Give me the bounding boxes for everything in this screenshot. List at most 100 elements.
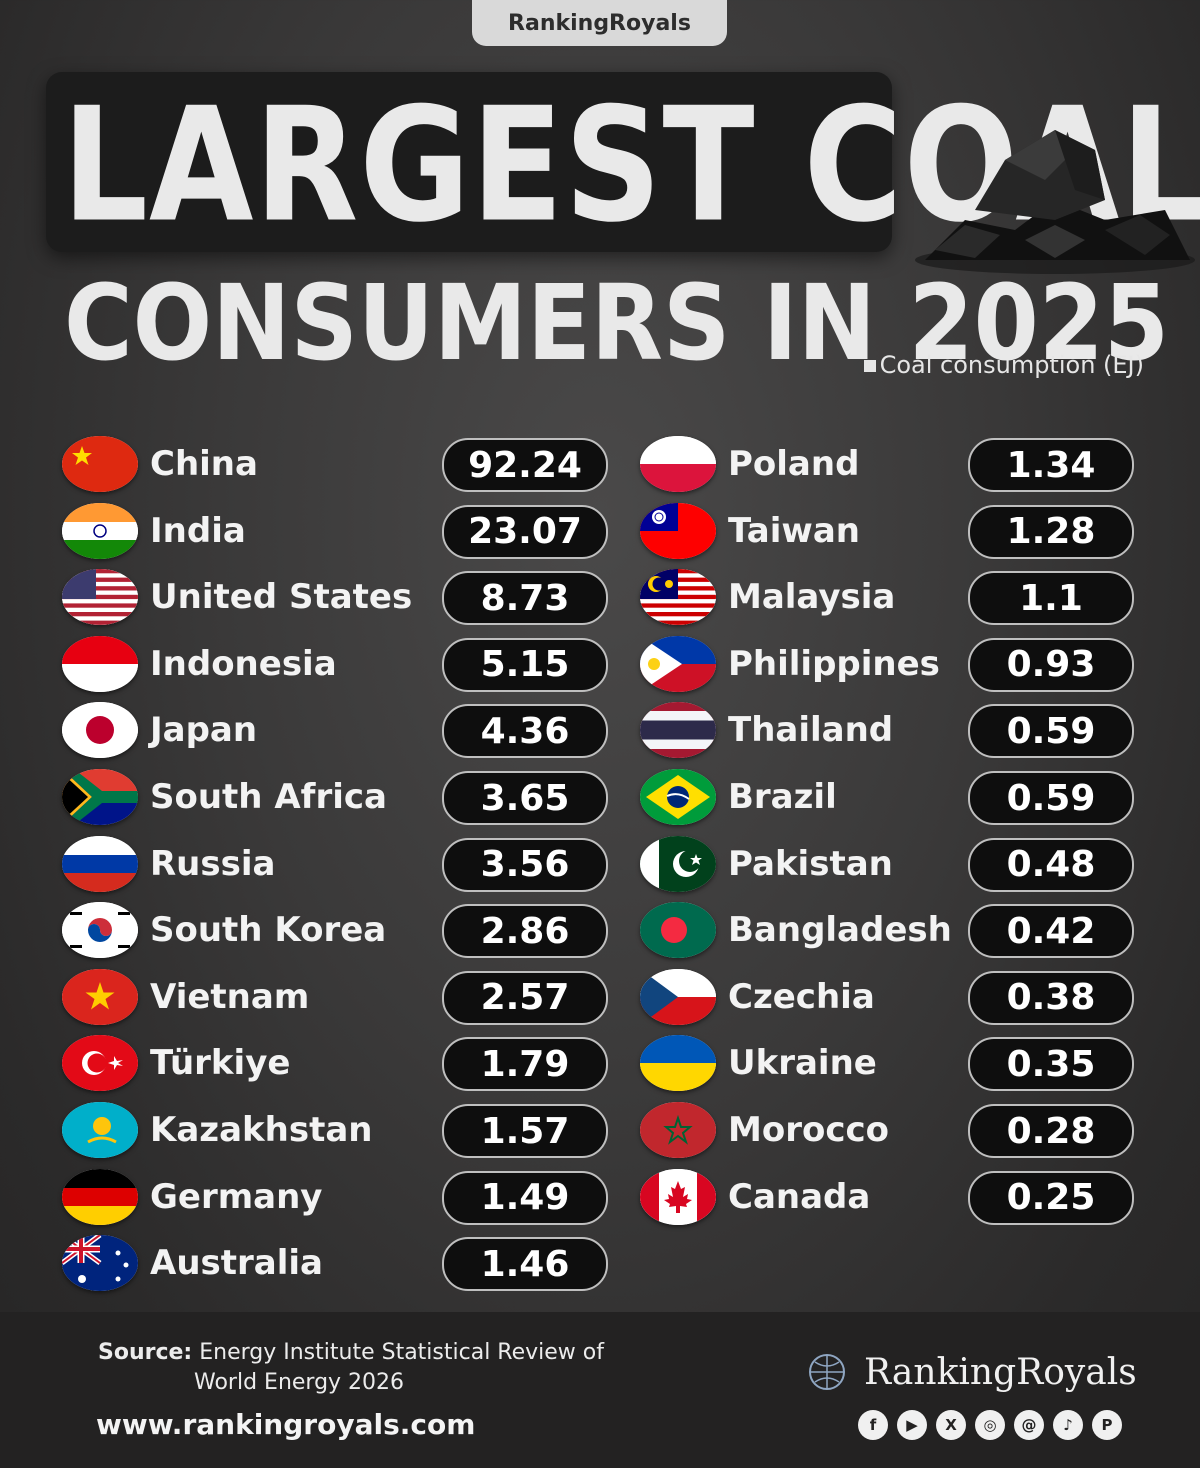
consumption-value: 0.42 [968,904,1134,959]
table-row: Kazakhstan 1.57 [62,1102,612,1162]
consumption-value: 1.34 [968,438,1134,492]
country-name: India [150,510,246,551]
consumption-value: 1.49 [442,1170,608,1225]
country-name: Türkiye [150,1043,291,1084]
germany-flag-icon [62,1168,138,1225]
table-row: China 92.24 [62,436,612,496]
table-row: Pakistan 0.48 [640,835,1138,896]
china-flag-icon [62,436,138,492]
consumption-value: 1.28 [968,504,1134,559]
south-africa-flag-icon [62,769,138,825]
kazakhstan-flag-icon [62,1102,138,1158]
consumption-value: 23.07 [442,504,608,559]
consumption-value: 1.57 [442,1104,608,1158]
consumption-value: 0.25 [968,1170,1134,1225]
table-row: South Korea 2.86 [62,902,612,962]
country-name: Poland [728,444,860,484]
country-name: Canada [728,1176,871,1217]
consumption-value: 3.65 [442,771,608,825]
table-row: Brazil 0.59 [640,769,1138,829]
country-name: Czechia [728,976,875,1017]
ukraine-flag-icon [640,1035,716,1092]
consumption-value: 0.59 [968,771,1134,825]
tiktok-icon[interactable]: ♪ [1053,1410,1083,1440]
country-name: Kazakhstan [150,1110,373,1150]
table-row: Czechia 0.38 [640,968,1138,1029]
consumption-value: 8.73 [442,571,608,626]
legend-swatch [863,360,876,372]
legend: Coal consumption (EJ) [863,350,1144,380]
brand-logo: RankingRoyals [800,1350,1137,1394]
table-row: Philippines 0.93 [640,635,1138,696]
vietnam-flag-icon [62,968,138,1025]
consumption-value: 5.15 [442,637,608,692]
czechia-flag-icon [640,968,716,1025]
country-name: Pakistan [728,843,893,884]
country-name: United States [150,577,413,618]
consumption-value: 1.46 [442,1237,608,1292]
consumption-value: 92.24 [442,438,608,492]
country-name: Thailand [728,710,894,751]
website-link[interactable]: www.rankingroyals.com [96,1408,476,1441]
consumption-value: 0.28 [968,1104,1134,1158]
philippines-flag-icon [640,635,716,692]
table-row: Thailand 0.59 [640,702,1138,762]
table-row: Poland 1.34 [640,436,1138,496]
canada-flag-icon [640,1168,716,1225]
source-text-line-1: Energy Institute Statistical Review of [199,1340,604,1365]
youtube-icon[interactable]: ▶ [897,1410,927,1440]
australia-flag-icon [62,1235,138,1292]
table-row: Indonesia 5.15 [62,635,612,696]
title-line-2: CONSUMERS IN 2025 [64,262,1169,384]
pakistan-flag-icon [640,835,716,892]
table-row: Bangladesh 0.42 [640,902,1138,962]
country-name: Australia [150,1243,323,1284]
globe-logo-icon [809,1354,845,1390]
source-label: Source: [98,1340,193,1365]
indonesia-flag-icon [62,635,138,692]
country-name: Vietnam [150,976,310,1017]
instagram-icon[interactable]: ◎ [975,1410,1005,1440]
consumption-value: 2.57 [442,970,608,1025]
turkiye-flag-icon [62,1035,138,1092]
table-row: Japan 4.36 [62,702,612,762]
title-box [46,72,892,252]
title-line-1: LARGEST COAL [62,74,1200,258]
logo-text: RankingRoyals [864,1351,1137,1393]
table-row: Malaysia 1.1 [640,569,1138,629]
table-row: Vietnam 2.57 [62,968,612,1029]
russia-flag-icon [62,835,138,892]
malaysia-flag-icon [640,569,716,626]
table-row: Ukraine 0.35 [640,1035,1138,1095]
country-name: Germany [150,1176,323,1217]
japan-flag-icon [62,702,138,759]
consumption-value: 0.59 [968,704,1134,759]
table-row: India 23.07 [62,502,612,563]
source-note: Source: Energy Institute Statistical Rev… [98,1338,698,1398]
table-row: Türkiye 1.79 [62,1035,612,1095]
table-row: Germany 1.49 [62,1168,612,1229]
source-text-line-2: World Energy 2026 [194,1370,405,1395]
country-name: Indonesia [150,643,337,684]
consumption-value: 0.35 [968,1037,1134,1092]
consumption-value: 0.38 [968,970,1134,1025]
thailand-flag-icon [640,702,716,759]
pinterest-icon[interactable]: P [1092,1410,1122,1440]
country-name: Bangladesh [728,910,952,951]
table-row: Taiwan 1.28 [640,502,1138,563]
country-name: Brazil [728,777,837,817]
brazil-flag-icon [640,769,716,825]
india-flag-icon [62,502,138,559]
country-name: South Africa [150,777,387,817]
facebook-icon[interactable]: f [858,1410,888,1440]
x-icon[interactable]: X [936,1410,966,1440]
threads-icon[interactable]: @ [1014,1410,1044,1440]
us-flag-icon [62,569,138,626]
social-icons: f ▶ X ◎ @ ♪ P [858,1410,1122,1440]
country-name: China [150,444,258,484]
table-row: South Africa 3.65 [62,769,612,829]
country-name: Russia [150,843,276,884]
table-row: Morocco 0.28 [640,1102,1138,1162]
country-name: Philippines [728,643,940,684]
consumption-value: 1.1 [968,571,1134,626]
